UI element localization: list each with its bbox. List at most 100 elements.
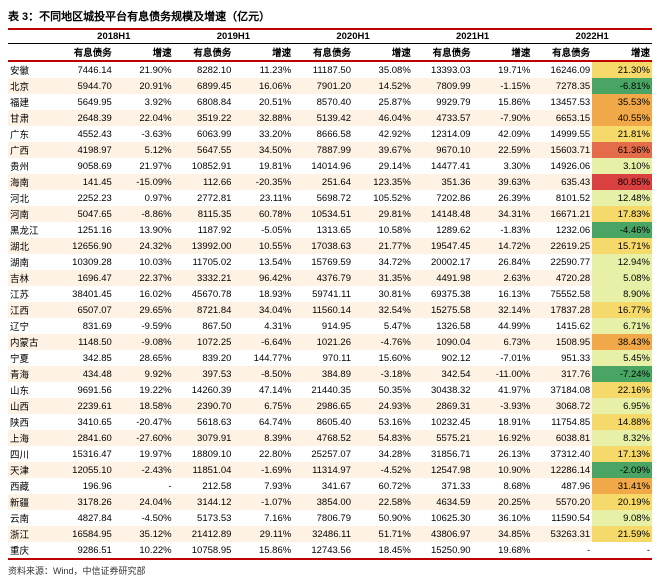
cell-debt: 2648.39 bbox=[54, 110, 114, 126]
table-row: 重庆9286.5110.22%10758.9515.86%12743.5618.… bbox=[8, 542, 652, 559]
cell-debt: 434.48 bbox=[54, 366, 114, 382]
cell-debt: 970.11 bbox=[293, 350, 353, 366]
cell-debt: 5944.70 bbox=[54, 78, 114, 94]
cell-province: 山东 bbox=[8, 382, 54, 398]
cell-debt: 5698.72 bbox=[293, 190, 353, 206]
col-debt-1: 有息债务 bbox=[174, 44, 234, 62]
cell-rate: 34.31% bbox=[473, 206, 533, 222]
cell-rate: 4.31% bbox=[233, 318, 293, 334]
cell-debt: 1251.16 bbox=[54, 222, 114, 238]
cell-province: 福建 bbox=[8, 94, 54, 110]
cell-debt: 342.85 bbox=[54, 350, 114, 366]
table-row: 陕西3410.65-20.47%5618.6364.74%8605.4053.1… bbox=[8, 414, 652, 430]
cell-debt: 17038.63 bbox=[293, 238, 353, 254]
cell-debt: 37184.08 bbox=[532, 382, 592, 398]
cell-rate: 26.39% bbox=[473, 190, 533, 206]
cell-debt: 10758.95 bbox=[174, 542, 234, 559]
cell-rate: 20.19% bbox=[592, 494, 652, 510]
cell-debt: 5047.65 bbox=[54, 206, 114, 222]
cell-debt: 16246.09 bbox=[532, 61, 592, 78]
cell-debt: 30438.32 bbox=[413, 382, 473, 398]
cell-debt: 11560.14 bbox=[293, 302, 353, 318]
cell-debt: 384.89 bbox=[293, 366, 353, 382]
cell-rate: 34.50% bbox=[233, 142, 293, 158]
cell-debt: 342.54 bbox=[413, 366, 473, 382]
cell-debt: 14926.06 bbox=[532, 158, 592, 174]
cell-debt: 12314.09 bbox=[413, 126, 473, 142]
source-footer: 资料来源：Wind，中信证券研究部 bbox=[8, 564, 652, 577]
cell-rate: 36.10% bbox=[473, 510, 533, 526]
table-row: 广西4198.975.12%5647.5534.50%7887.9939.67%… bbox=[8, 142, 652, 158]
col-province-sub bbox=[8, 44, 54, 62]
cell-debt: 7901.20 bbox=[293, 78, 353, 94]
cell-debt: 13457.53 bbox=[532, 94, 592, 110]
cell-rate: 7.16% bbox=[233, 510, 293, 526]
cell-debt: 3178.26 bbox=[54, 494, 114, 510]
cell-debt: 38401.45 bbox=[54, 286, 114, 302]
col-rate-4: 增速 bbox=[592, 44, 652, 62]
cell-debt: 196.96 bbox=[54, 478, 114, 494]
cell-debt: 251.64 bbox=[293, 174, 353, 190]
cell-debt: 2772.81 bbox=[174, 190, 234, 206]
cell-rate: 35.12% bbox=[114, 526, 174, 542]
cell-province: 广西 bbox=[8, 142, 54, 158]
table-row: 天津12055.10-2.43%11851.04-1.69%11314.97-4… bbox=[8, 462, 652, 478]
cell-debt: 341.67 bbox=[293, 478, 353, 494]
cell-rate: 22.80% bbox=[233, 446, 293, 462]
cell-debt: 15769.59 bbox=[293, 254, 353, 270]
cell-debt: 3519.22 bbox=[174, 110, 234, 126]
cell-rate: 60.72% bbox=[353, 478, 413, 494]
col-year-3: 2021H1 bbox=[413, 29, 533, 44]
cell-rate: -3.93% bbox=[473, 398, 533, 414]
cell-debt: 9691.56 bbox=[54, 382, 114, 398]
cell-debt: 8115.35 bbox=[174, 206, 234, 222]
cell-debt: 6653.15 bbox=[532, 110, 592, 126]
cell-rate: 61.36% bbox=[592, 142, 652, 158]
cell-rate: 12.48% bbox=[592, 190, 652, 206]
cell-rate: 16.06% bbox=[233, 78, 293, 94]
cell-rate: 18.58% bbox=[114, 398, 174, 414]
cell-debt: 59741.11 bbox=[293, 286, 353, 302]
cell-rate: 29.65% bbox=[114, 302, 174, 318]
cell-rate: 29.14% bbox=[353, 158, 413, 174]
cell-rate: 47.14% bbox=[233, 382, 293, 398]
cell-rate: 15.71% bbox=[592, 238, 652, 254]
cell-province: 云南 bbox=[8, 510, 54, 526]
cell-rate: 10.03% bbox=[114, 254, 174, 270]
cell-debt: 7887.99 bbox=[293, 142, 353, 158]
cell-debt: 4768.52 bbox=[293, 430, 353, 446]
table-row: 西藏196.96-212.587.93%341.6760.72%371.338.… bbox=[8, 478, 652, 494]
cell-rate: 53.16% bbox=[353, 414, 413, 430]
cell-rate: 0.97% bbox=[114, 190, 174, 206]
cell-province: 辽宁 bbox=[8, 318, 54, 334]
cell-debt: 15603.71 bbox=[532, 142, 592, 158]
cell-debt: 1148.50 bbox=[54, 334, 114, 350]
cell-rate: 18.91% bbox=[473, 414, 533, 430]
cell-province: 浙江 bbox=[8, 526, 54, 542]
cell-province: 上海 bbox=[8, 430, 54, 446]
cell-debt: 2390.70 bbox=[174, 398, 234, 414]
cell-debt: 6899.45 bbox=[174, 78, 234, 94]
cell-debt: 902.12 bbox=[413, 350, 473, 366]
debt-table: 2018H12019H12020H12021H12022H1 有息债务增速有息债… bbox=[8, 28, 652, 560]
cell-rate: 5.12% bbox=[114, 142, 174, 158]
cell-rate: 26.13% bbox=[473, 446, 533, 462]
cell-rate: 14.52% bbox=[353, 78, 413, 94]
cell-rate: -2.43% bbox=[114, 462, 174, 478]
cell-debt: 14260.39 bbox=[174, 382, 234, 398]
cell-debt: 1508.95 bbox=[532, 334, 592, 350]
cell-debt: 1021.26 bbox=[293, 334, 353, 350]
cell-debt: 13393.03 bbox=[413, 61, 473, 78]
cell-rate: 51.71% bbox=[353, 526, 413, 542]
cell-rate: 17.83% bbox=[592, 206, 652, 222]
cell-province: 安徽 bbox=[8, 61, 54, 78]
col-debt-4: 有息债务 bbox=[532, 44, 592, 62]
cell-debt: 15250.90 bbox=[413, 542, 473, 559]
cell-rate: 17.13% bbox=[592, 446, 652, 462]
cell-rate: -2.09% bbox=[592, 462, 652, 478]
cell-rate: 8.39% bbox=[233, 430, 293, 446]
cell-rate: 22.37% bbox=[114, 270, 174, 286]
cell-debt: 22619.25 bbox=[532, 238, 592, 254]
cell-rate: 30.81% bbox=[353, 286, 413, 302]
cell-rate: 50.90% bbox=[353, 510, 413, 526]
